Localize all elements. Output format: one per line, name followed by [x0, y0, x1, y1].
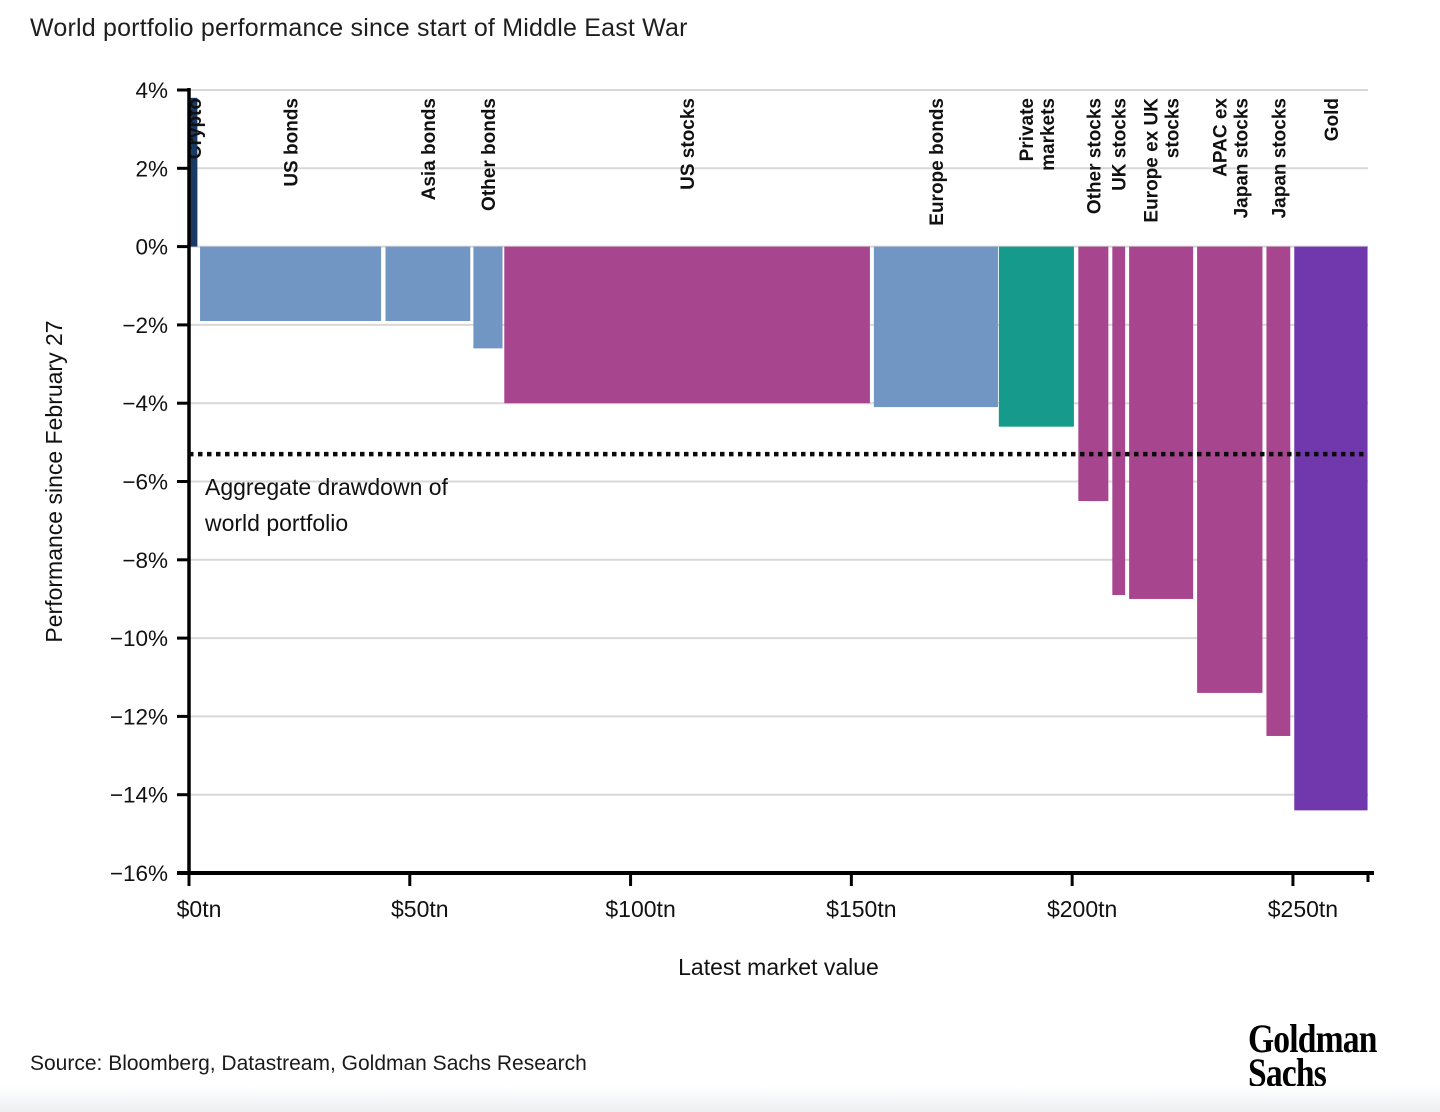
bar-label-asia-bonds: Asia bonds [419, 98, 440, 200]
x-axis-title: Latest market value [678, 954, 879, 980]
bar-label-uk-stocks: UK stocks [1110, 98, 1131, 191]
bar-gold [1294, 246, 1368, 811]
x-tick-label-50: $50tn [391, 896, 449, 922]
y-tick-label--14: −14% [110, 783, 168, 808]
y-tick-label--16: −16% [110, 861, 168, 886]
x-tick-label-150: $150tn [826, 896, 896, 922]
x-tick-label-0: $0tn [177, 896, 222, 922]
y-tick-label--8: −8% [122, 548, 168, 573]
bar-us-bonds [200, 246, 382, 321]
bar-label-gold: Gold [1322, 98, 1343, 141]
bar-label-private-markets-l1: Private [1017, 98, 1038, 161]
annotation-line2: world portfolio [204, 510, 348, 536]
y-tick-label--10: −10% [110, 626, 168, 651]
bar-label-us-bonds: US bonds [282, 98, 303, 187]
annotation-line1: Aggregate drawdown of [205, 474, 449, 500]
y-axis-title: Performance since February 27 [41, 320, 67, 642]
bar-asia-bonds [385, 246, 471, 321]
bar-uk-stocks [1112, 246, 1126, 596]
x-tick-label-200: $200tn [1047, 896, 1117, 922]
bar-japan-stocks [1266, 246, 1291, 736]
y-tick-label--4: −4% [122, 391, 168, 416]
bar-label-us-stocks: US stocks [678, 98, 699, 190]
bar-us-stocks [504, 246, 870, 404]
bar-label-japan-stocks: Japan stocks [1269, 98, 1290, 218]
bar-crypto [190, 97, 198, 247]
bar-europe-bonds [873, 246, 998, 408]
bar-label-europe-ex-uk-stocks-l1: Europe ex UK [1142, 98, 1163, 223]
portfolio-performance-chart: Crypto US bonds Asia bonds Other bonds US st… [41, 78, 1374, 980]
bottom-gradient [0, 1086, 1440, 1112]
bar-private-markets [998, 246, 1074, 427]
y-tick-label-2: 2% [135, 156, 168, 181]
y-tick-label--6: −6% [122, 470, 168, 495]
x-tick-label-250: $250tn [1268, 896, 1338, 922]
y-tick-label--2: −2% [122, 313, 168, 338]
bar-label-europe-bonds: Europe bonds [927, 98, 948, 226]
y-tick-label-4: 4% [135, 78, 168, 103]
bar-label-apac-ex-japan-stocks-l2: Japan stocks [1231, 98, 1252, 218]
bar-europe-ex-uk-stocks [1129, 246, 1194, 599]
bar-label-other-bonds: Other bonds [479, 98, 500, 211]
bar-apac-ex-japan-stocks [1197, 246, 1263, 693]
y-tick-label--12: −12% [110, 704, 168, 729]
bar-label-apac-ex-japan-stocks-l1: APAC ex [1210, 98, 1231, 177]
goldman-sachs-logo: Goldman Sachs [1248, 1016, 1377, 1095]
bar-label-other-stocks: Other stocks [1084, 98, 1105, 214]
bar-label-private-markets-l2: markets [1038, 98, 1059, 171]
x-tick-label-100: $100tn [605, 896, 675, 922]
logo-line2: Sachs [1248, 1050, 1327, 1095]
source-note: Source: Bloomberg, Datastream, Goldman S… [30, 1052, 587, 1075]
bar-other-bonds [473, 246, 503, 349]
logo-line1: Goldman [1248, 1016, 1377, 1061]
bar-label-europe-ex-uk-stocks-l2: stocks [1163, 98, 1184, 158]
bar-other-stocks [1078, 246, 1109, 502]
chart-title: World portfolio performance since start … [30, 14, 688, 42]
y-tick-label-0: 0% [135, 235, 168, 260]
